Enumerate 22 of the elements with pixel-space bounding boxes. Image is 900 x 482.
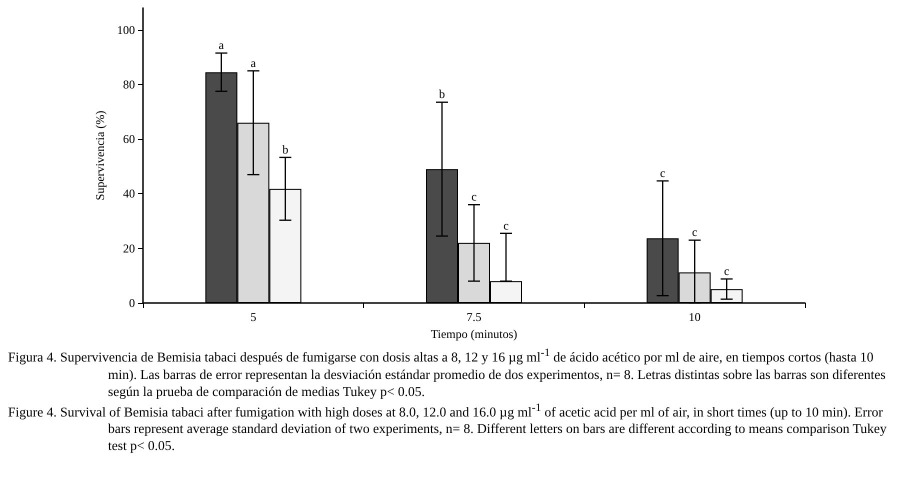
annotation: c: [660, 166, 666, 180]
x-tick-label: 7.5: [466, 310, 482, 324]
caption: Figure 4. Survival of Bemisia tabaci after fumigation with high doses at 8.0, 12.0 and 16.0 µg ml$^{-1}$ of acetic acid per ml of air, in short times (up to 10 min). Error bars represent average standard deviation of two experiments, n= 8. Different letters on bars are different according to means comparison Tukey test p< 0.05.: [8, 400, 888, 454]
annotation: a: [250, 56, 257, 70]
y-tick-label: 20: [123, 241, 135, 256]
y-axis-title: Supervivencia (%): [93, 110, 108, 200]
y-tick-label: 40: [123, 186, 135, 201]
annotation: c: [503, 218, 509, 232]
text: Figura 4. Supervivencia de Bemisia tabaci después de fumigarse con dosis altas a 8, 12 y 16 µg ml$^{-1}$ de ácido acético por ml de aire, en tiempos cortos (hasta 10 min). Las barras de error representan la desviación estándar promedio de dos experimentos, n= 8. Letras distintas sobre las barras son diferentes según la prueba de comparación de medias Tukey p< 0.05.: [8, 346, 887, 400]
annotation: a: [218, 38, 225, 52]
y-tick-label: 60: [123, 132, 135, 146]
annotation: c: [692, 225, 698, 240]
annotation: b: [439, 87, 445, 102]
x-tick-label: 10: [688, 310, 701, 324]
x-tick-label: 5: [250, 310, 256, 324]
y-tick-label: 80: [123, 77, 135, 92]
y-tick-label: 100: [117, 22, 135, 37]
y-tick-label: 0: [129, 296, 135, 310]
annotation: b: [282, 142, 288, 156]
annotation: c: [471, 190, 477, 204]
x-axis-title: Tiempo (minutos): [430, 326, 518, 341]
annotation: c: [724, 264, 730, 278]
